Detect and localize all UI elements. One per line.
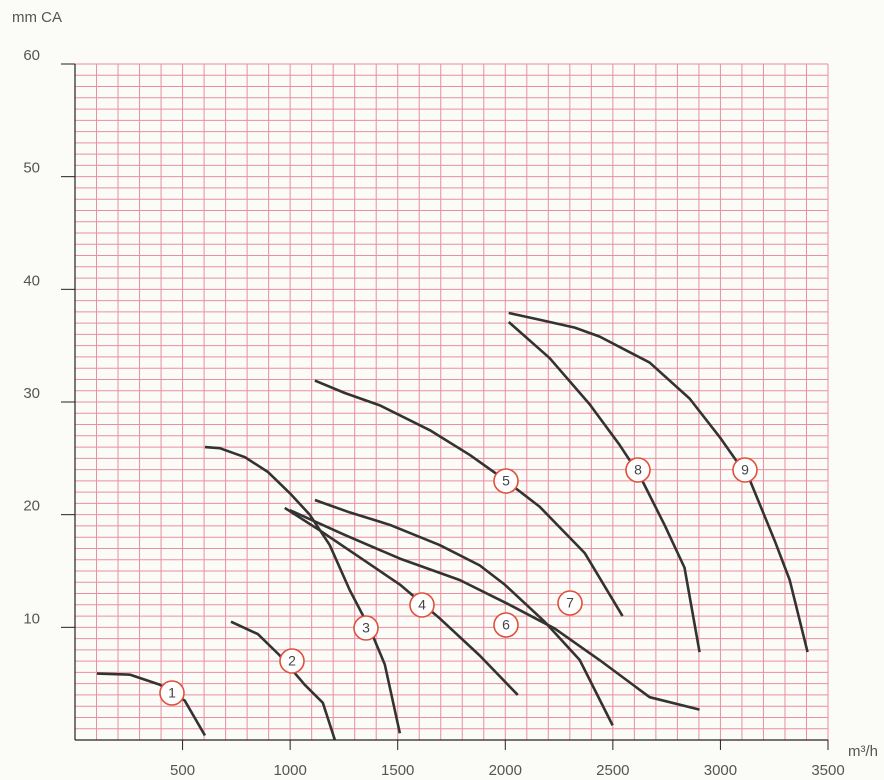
curve-label-circle	[279, 648, 305, 674]
y-tick-label: 20	[23, 498, 40, 515]
legend-label: 8	[634, 462, 642, 478]
fan-curve	[204, 445, 402, 734]
fan-curve	[314, 379, 624, 617]
curve-label-circle	[159, 680, 185, 706]
x-tick-label: 1000	[273, 762, 306, 779]
x-tick-label: 1500	[381, 762, 414, 779]
legend-label: 1	[168, 685, 176, 701]
fan-curve	[508, 311, 809, 653]
x-tick-label: 500	[170, 762, 195, 779]
fan-curve	[314, 498, 614, 726]
y-tick-label: 40	[23, 272, 40, 289]
y-tick-label: 10	[23, 610, 40, 627]
curve-label-circle	[493, 612, 519, 638]
curve-label-circle	[409, 592, 435, 618]
legend-label: 5	[502, 473, 510, 489]
legend-label: 4	[418, 597, 426, 613]
fan-curve	[284, 506, 519, 696]
fan-curve	[96, 672, 207, 737]
curve-label-circle	[625, 457, 651, 483]
y-axis-label: mm CA	[12, 9, 62, 26]
y-tick-label: 30	[23, 385, 40, 402]
x-axis-label: m³/h	[848, 743, 878, 760]
curve-label-circle	[353, 615, 379, 641]
x-tick-label: 2000	[489, 762, 522, 779]
legend-label: 6	[502, 617, 510, 633]
legend-label: 7	[566, 595, 574, 611]
curve-label-circle	[493, 468, 519, 494]
x-tick-label: 3000	[704, 762, 737, 779]
fan-curve	[289, 508, 700, 711]
x-tick-label: 3500	[811, 762, 844, 779]
y-tick-label: 60	[23, 47, 40, 64]
curve-label-circle	[557, 590, 583, 616]
legend-label: 9	[741, 462, 749, 478]
x-tick-label: 2500	[596, 762, 629, 779]
legend-label: 2	[288, 653, 296, 669]
fan-curve	[507, 321, 701, 653]
legend-label: 3	[362, 620, 370, 636]
curve-label-circle	[732, 457, 758, 483]
fan-curve	[230, 620, 337, 741]
y-tick-label: 50	[23, 160, 40, 177]
